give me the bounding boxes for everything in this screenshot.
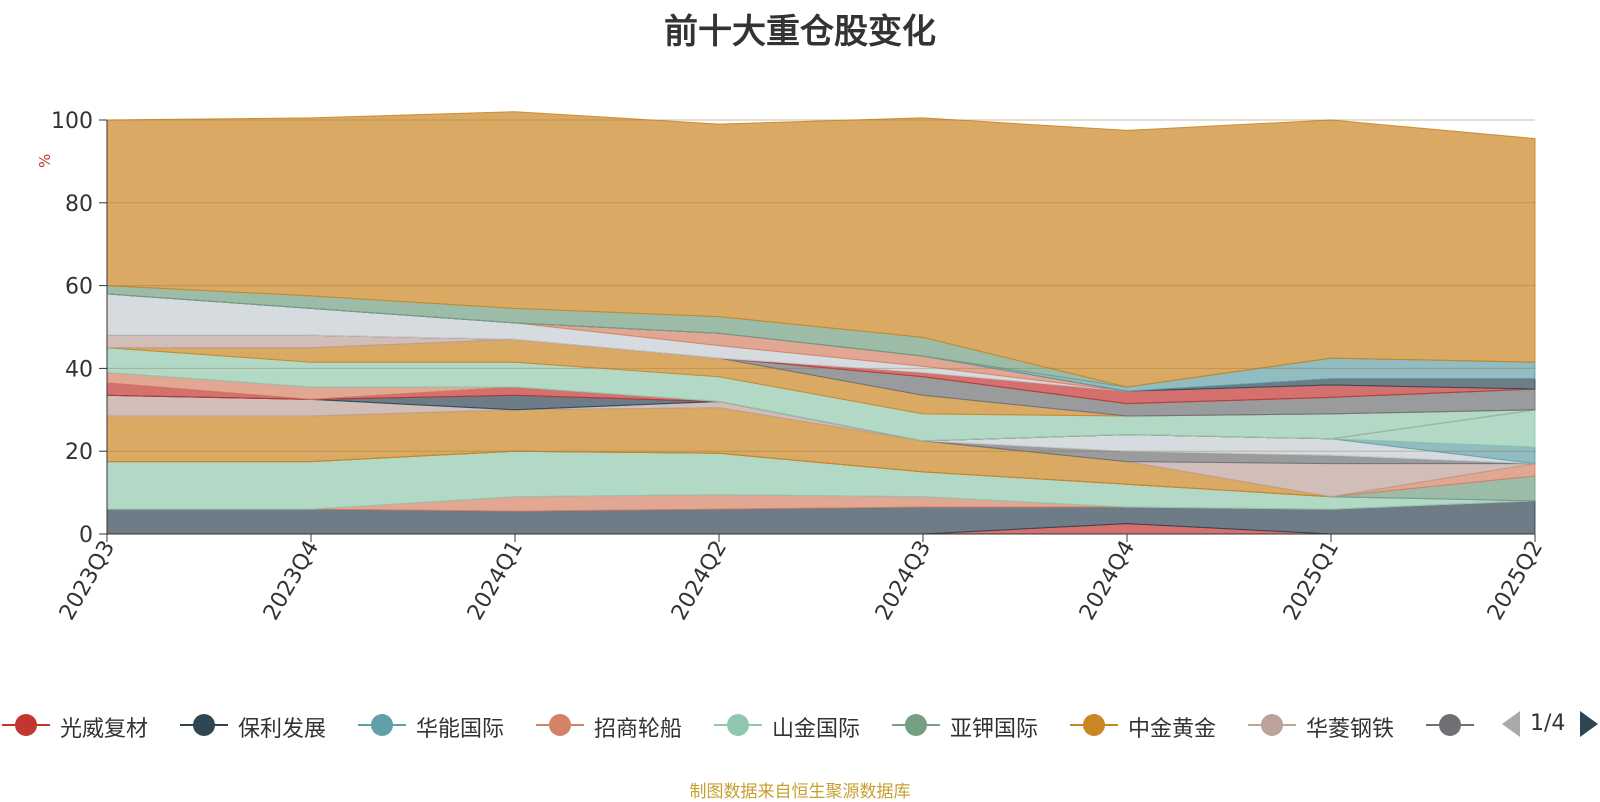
x-tick-label: 2025Q2 <box>1483 537 1548 625</box>
legend-label: 中金黄金 <box>1128 717 1217 742</box>
legend-marker-icon <box>180 714 228 736</box>
legend-marker-icon <box>1248 714 1296 736</box>
legend-label: 山金国际 <box>772 717 861 742</box>
legend-marker-icon <box>714 714 762 736</box>
area-series-28 <box>106 111 1536 388</box>
legend-label: 华菱钢铁 <box>1306 717 1395 742</box>
legend-marker-icon <box>358 714 406 736</box>
x-tick-label: 2024Q4 <box>1075 537 1140 625</box>
y-axis-unit: % <box>36 154 54 168</box>
legend-next-icon[interactable] <box>1578 709 1600 739</box>
stacked-areas <box>106 111 1536 535</box>
legend-label: 华能国际 <box>416 717 505 742</box>
source-note: 制图数据来自恒生聚源数据库 <box>689 782 911 802</box>
x-tick-label: 2025Q1 <box>1279 537 1344 625</box>
legend-marker-icon <box>536 714 584 736</box>
x-tick-label: 2023Q4 <box>259 537 324 625</box>
legend-prev-icon[interactable] <box>1500 709 1522 739</box>
x-tick-label: 2023Q3 <box>55 537 120 625</box>
legend-page-indicator: 1/4 <box>1530 711 1566 736</box>
legend-marker-icon <box>1426 714 1474 736</box>
y-tick-label: 20 <box>65 440 93 465</box>
legend-label: 亚钾国际 <box>950 717 1039 742</box>
chart-title: 前十大重仓股变化 <box>664 12 936 52</box>
y-tick-label: 40 <box>65 357 93 382</box>
legend-label: 保利发展 <box>238 717 327 742</box>
y-tick-label: 80 <box>65 192 93 217</box>
legend-marker-icon <box>2 714 50 736</box>
x-tick-label: 2024Q1 <box>463 537 528 625</box>
legend-marker-icon <box>892 714 940 736</box>
y-tick-label: 100 <box>51 109 93 134</box>
x-tick-label: 2024Q3 <box>871 537 936 625</box>
legend-label: 招商轮船 <box>594 717 683 742</box>
legend-label: 光威复材 <box>60 717 149 742</box>
y-tick-label: 0 <box>79 523 93 548</box>
legend-items: 光威复材保利发展华能国际招商轮船山金国际亚钾国际中金黄金华菱钢铁... <box>0 703 1483 747</box>
y-tick-label: 60 <box>65 275 93 300</box>
x-tick-label: 2024Q2 <box>667 537 732 625</box>
legend-marker-icon <box>1070 714 1118 736</box>
